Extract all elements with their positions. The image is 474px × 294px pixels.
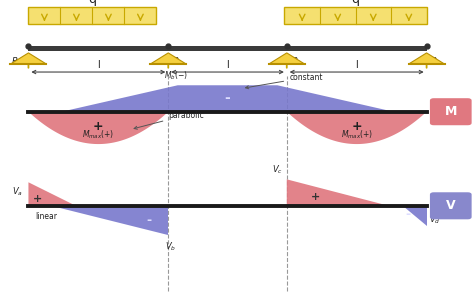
Text: +: + <box>351 120 362 133</box>
Text: $R_d$: $R_d$ <box>430 56 443 68</box>
Text: -: - <box>147 214 152 227</box>
Polygon shape <box>409 53 445 64</box>
Text: $M_{max}(+)$: $M_{max}(+)$ <box>341 129 373 141</box>
FancyBboxPatch shape <box>430 192 472 219</box>
FancyBboxPatch shape <box>430 98 472 125</box>
Polygon shape <box>28 182 76 206</box>
Text: l: l <box>97 60 100 70</box>
Text: l: l <box>356 60 358 70</box>
Polygon shape <box>28 7 156 24</box>
Polygon shape <box>403 206 427 226</box>
Text: M: M <box>445 105 457 118</box>
Text: -: - <box>225 91 230 106</box>
Text: $V_b$: $V_b$ <box>165 240 176 253</box>
Text: q: q <box>89 0 96 6</box>
Text: $M_b(-)$: $M_b(-)$ <box>164 69 187 82</box>
Text: linear: linear <box>36 212 57 220</box>
Polygon shape <box>150 53 186 64</box>
Text: constant: constant <box>246 73 323 89</box>
Polygon shape <box>28 112 168 144</box>
Polygon shape <box>28 46 427 51</box>
Text: parabolic: parabolic <box>134 111 204 129</box>
Polygon shape <box>10 53 46 64</box>
Text: +: + <box>33 194 43 204</box>
Text: +: + <box>310 191 320 202</box>
Text: $R_a$: $R_a$ <box>11 56 23 68</box>
Text: V: V <box>446 199 456 212</box>
Polygon shape <box>269 53 305 64</box>
Text: $M_{max}(+)$: $M_{max}(+)$ <box>82 129 114 141</box>
Text: $V_a$: $V_a$ <box>12 186 23 198</box>
Polygon shape <box>52 206 168 235</box>
Text: $R_c$: $R_c$ <box>291 56 302 68</box>
Text: l: l <box>226 60 229 70</box>
Text: $V_d$: $V_d$ <box>429 214 440 226</box>
Text: $V_c$: $V_c$ <box>272 164 283 176</box>
Polygon shape <box>284 7 427 24</box>
Text: +: + <box>93 120 104 133</box>
Text: q: q <box>352 0 359 6</box>
Polygon shape <box>287 179 389 206</box>
Text: $R_b$: $R_b$ <box>172 56 184 68</box>
Text: -: - <box>405 208 410 220</box>
Polygon shape <box>62 85 393 112</box>
Polygon shape <box>287 112 427 144</box>
